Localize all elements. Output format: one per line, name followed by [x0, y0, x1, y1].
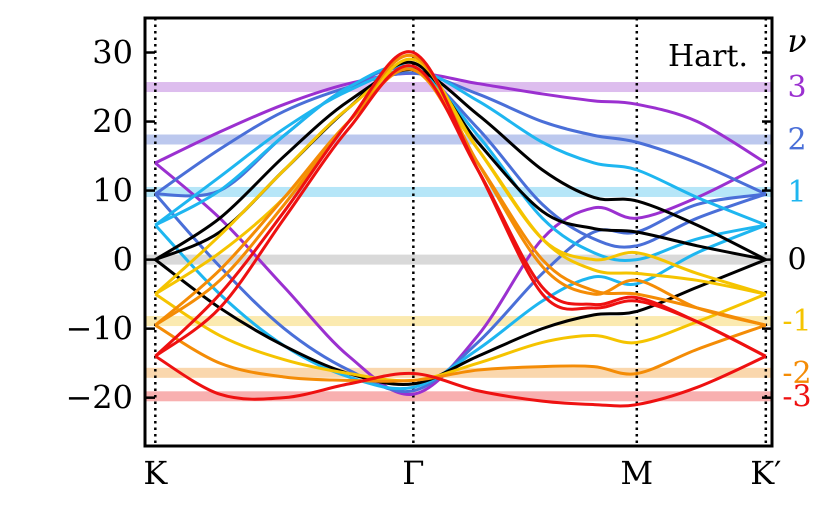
band-curve-17 [154, 64, 767, 358]
band-curve-12 [154, 292, 767, 383]
band-curve-8 [154, 68, 767, 261]
nu-level-label: 2 [787, 122, 806, 157]
y-tick-label: 0 [113, 241, 133, 279]
band-curve-18 [154, 354, 767, 408]
axis-ticks [145, 51, 772, 399]
y-tick-label: 20 [92, 103, 133, 141]
band-curve-19 [154, 50, 767, 358]
nu-title: ν [787, 22, 806, 60]
nu-level-label: 1 [787, 175, 806, 210]
x-tick-label: M [620, 454, 653, 492]
nu-band-1 [145, 134, 772, 145]
x-tick-label: K [143, 454, 168, 492]
dispersion-curves [154, 50, 767, 408]
nu-level-labels: 3 2 1 0 -1 -2-3 [782, 70, 811, 414]
band-curve-15 [154, 323, 767, 383]
band-curve-16 [154, 53, 767, 327]
y-tick-label: 30 [92, 34, 133, 72]
y-tick-label: −20 [65, 379, 133, 417]
y-tick-label: 10 [92, 172, 133, 210]
nu-level-label: 3 [787, 70, 806, 105]
nu-level-label: -2 [782, 356, 811, 391]
x-tick-labels: K Γ M K′ [143, 454, 781, 492]
band-curve-1 [154, 161, 767, 396]
x-tick-label: Γ [402, 454, 424, 492]
nu-level-label: -3 [782, 379, 811, 414]
x-tick-label: K′ [750, 454, 781, 492]
band-curve-2 [154, 71, 767, 196]
nu-level-label: -1 [782, 304, 811, 339]
nu-level-label: 0 [787, 243, 806, 278]
nu-band-2 [145, 186, 772, 197]
y-tick-label: −10 [65, 310, 133, 348]
band-curve-13 [154, 57, 767, 296]
band-curve-3 [154, 192, 767, 394]
nu-band-4 [145, 316, 772, 327]
nu-band-6 [145, 391, 772, 402]
band-curve-5 [154, 68, 767, 227]
corner-label: Hart. [668, 39, 748, 74]
nu-band-3 [145, 254, 772, 265]
y-tick-labels: 30 20 10 0 −10 −20 [65, 34, 133, 417]
band-curve-6 [154, 223, 767, 391]
band-curve-0 [154, 71, 767, 165]
plot-frame [143, 16, 774, 448]
